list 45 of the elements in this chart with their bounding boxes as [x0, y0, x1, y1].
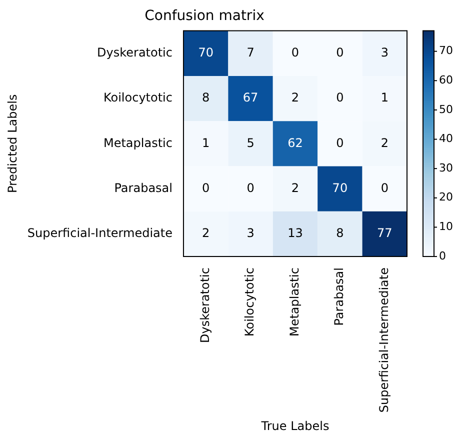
- data-label: 62: [288, 136, 303, 150]
- data-label: 2: [291, 180, 300, 195]
- data-label: 5: [246, 136, 254, 150]
- color-bar-label: 20: [439, 190, 453, 204]
- data-label: 0: [291, 45, 300, 60]
- x-tick-label: Superficial-Intermediate: [376, 268, 391, 413]
- data-label: 70: [332, 180, 348, 195]
- data-label: 1: [202, 136, 210, 150]
- data-label: 2: [202, 226, 210, 240]
- data-label: 1: [380, 90, 388, 105]
- data-label: 70: [198, 45, 214, 60]
- data-label: 0: [246, 180, 254, 195]
- x-tick-label: Parabasal: [332, 268, 346, 326]
- color-bar-label: 0: [439, 249, 446, 262]
- y-tick-label: Dyskeratotic: [97, 45, 172, 60]
- data-label: 0: [202, 180, 210, 195]
- chart-title: Confusion matrix: [144, 8, 264, 24]
- data-label: 0: [380, 180, 388, 195]
- data-label: 0: [336, 90, 344, 105]
- y-tick-label: Koilocytotic: [103, 90, 172, 105]
- y-tick-label: Metaplastic: [103, 136, 172, 150]
- color-bar-label: 60: [439, 73, 453, 86]
- data-label: 77: [377, 226, 392, 240]
- data-label: 8: [336, 226, 344, 240]
- data-label: 2: [380, 136, 388, 150]
- data-label: 3: [246, 226, 254, 240]
- data-label: 7: [246, 45, 254, 60]
- data-label: 8: [202, 90, 210, 105]
- color-bar-label: 10: [439, 220, 453, 234]
- data-label: 2: [291, 90, 300, 105]
- data-label: 13: [288, 226, 303, 240]
- data-label: 67: [242, 90, 258, 105]
- data-label: 0: [336, 45, 344, 60]
- data-label: 0: [336, 136, 344, 150]
- color-bar-label: 50: [439, 102, 453, 116]
- color-bar-label: 70: [439, 44, 453, 58]
- y-axis-title: Predicted Labels: [5, 94, 20, 194]
- x-tick-label: Metaplastic: [287, 268, 302, 337]
- data-label: 3: [380, 45, 388, 60]
- y-tick-label: Superficial-Intermediate: [27, 226, 172, 240]
- y-tick-label: Parabasal: [114, 180, 172, 195]
- color-bar-label: 40: [439, 132, 453, 146]
- x-axis-title: True Labels: [260, 418, 330, 433]
- color-bar-label: 30: [439, 161, 453, 174]
- x-tick-label: Koilocytotic: [242, 268, 257, 337]
